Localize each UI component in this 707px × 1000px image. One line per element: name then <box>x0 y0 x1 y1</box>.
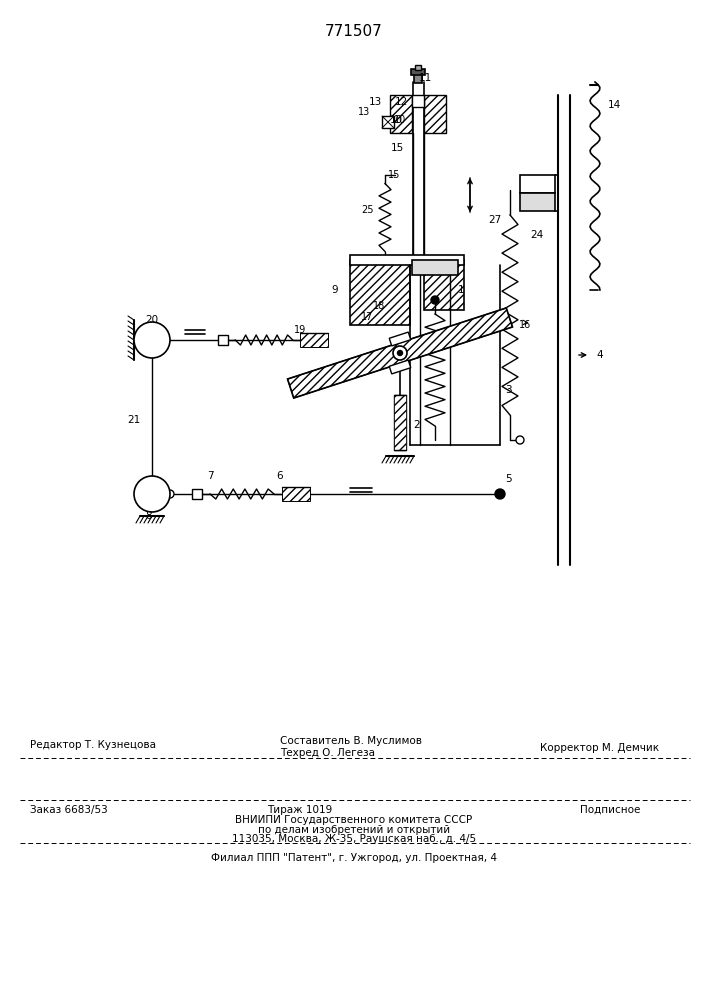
Bar <box>520 193 555 211</box>
Bar <box>300 333 328 347</box>
Text: 771507: 771507 <box>325 24 383 39</box>
Text: 18: 18 <box>373 301 385 311</box>
Text: 9: 9 <box>332 285 338 295</box>
Text: 13: 13 <box>369 97 382 107</box>
Bar <box>350 260 410 325</box>
Text: Техред О. Легеза: Техред О. Легеза <box>280 748 375 758</box>
Bar <box>415 65 421 70</box>
Text: 24: 24 <box>530 230 543 240</box>
Circle shape <box>516 436 524 444</box>
Text: Заказ 6683/53: Заказ 6683/53 <box>30 805 107 815</box>
Bar <box>412 95 424 107</box>
Text: 10: 10 <box>394 115 406 125</box>
Bar <box>350 255 464 265</box>
Bar <box>282 487 310 501</box>
Bar <box>411 69 425 75</box>
Text: 12: 12 <box>395 97 408 107</box>
Bar <box>218 335 228 345</box>
Text: 15: 15 <box>391 143 404 153</box>
Circle shape <box>134 476 170 512</box>
Text: Подписное: Подписное <box>580 805 641 815</box>
Circle shape <box>134 322 170 358</box>
Text: Тираж 1019: Тираж 1019 <box>267 805 332 815</box>
Text: 15: 15 <box>387 170 400 180</box>
Bar <box>390 95 412 133</box>
Bar <box>394 395 406 450</box>
Text: 2: 2 <box>413 420 420 430</box>
Text: 25: 25 <box>361 205 374 215</box>
Text: ВНИИПИ Государственного комитета СССР: ВНИИПИ Государственного комитета СССР <box>235 815 472 825</box>
Bar <box>520 175 555 193</box>
Text: Редактор Т. Кузнецова: Редактор Т. Кузнецова <box>30 740 156 750</box>
Text: 3: 3 <box>505 385 512 395</box>
Text: 7: 7 <box>206 471 214 481</box>
Text: 5: 5 <box>505 474 512 484</box>
Text: Корректор М. Демчик: Корректор М. Демчик <box>540 743 659 753</box>
Circle shape <box>166 490 174 498</box>
Text: 10: 10 <box>390 115 403 125</box>
Circle shape <box>397 351 402 356</box>
Text: 113035, Москва, Ж-35, Раушская наб., д. 4/5: 113035, Москва, Ж-35, Раушская наб., д. … <box>232 834 476 844</box>
Text: 21: 21 <box>127 415 140 425</box>
Text: 8: 8 <box>146 511 152 521</box>
Text: по делам изобретений и открытий: по делам изобретений и открытий <box>258 825 450 835</box>
Text: 20: 20 <box>146 315 158 325</box>
Bar <box>424 260 464 310</box>
Circle shape <box>431 296 439 304</box>
Bar <box>382 116 394 128</box>
Circle shape <box>495 489 505 499</box>
Polygon shape <box>390 332 411 346</box>
Bar <box>192 489 202 499</box>
Text: Составитель В. Муслимов: Составитель В. Муслимов <box>280 736 422 746</box>
Bar <box>424 95 446 133</box>
Text: Филиал ППП "Патент", г. Ужгород, ул. Проектная, 4: Филиал ППП "Патент", г. Ужгород, ул. Про… <box>211 853 497 863</box>
Bar <box>412 260 458 275</box>
Text: 16: 16 <box>520 320 532 330</box>
Text: 13: 13 <box>358 107 370 117</box>
Text: 1: 1 <box>458 285 464 295</box>
Text: 11: 11 <box>419 73 432 83</box>
Polygon shape <box>390 360 411 374</box>
Text: 19: 19 <box>293 325 306 335</box>
Polygon shape <box>288 308 513 398</box>
Text: 27: 27 <box>488 215 501 225</box>
Circle shape <box>393 346 407 360</box>
Bar <box>394 395 406 450</box>
Text: 4: 4 <box>596 350 602 360</box>
Text: 14: 14 <box>608 100 621 110</box>
Text: 17: 17 <box>361 312 373 322</box>
Text: 6: 6 <box>276 471 284 481</box>
Bar <box>414 73 422 83</box>
